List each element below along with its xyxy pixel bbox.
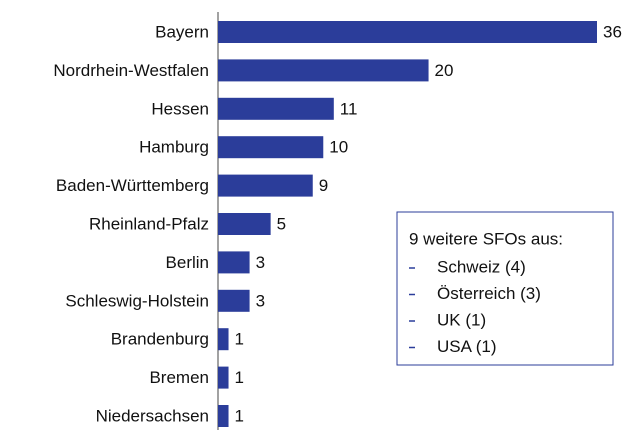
annotation-item: Schweiz (4)	[437, 257, 526, 276]
category-label: Hamburg	[139, 138, 209, 157]
annotation-item: Österreich (3)	[437, 284, 541, 303]
category-label: Bayern	[155, 22, 209, 41]
value-label: 10	[329, 138, 348, 157]
value-label: 3	[256, 253, 265, 272]
value-label: 9	[319, 176, 328, 195]
value-label: 3	[256, 291, 265, 310]
bar	[218, 328, 229, 351]
bar	[218, 174, 313, 197]
category-label: Brandenburg	[111, 330, 209, 349]
category-label: Berlin	[166, 253, 209, 272]
bar	[218, 251, 250, 274]
bar	[218, 366, 229, 389]
value-label: 1	[235, 406, 244, 425]
category-label: Niedersachsen	[96, 406, 209, 425]
bar	[218, 213, 271, 235]
annotation-item: UK (1)	[437, 310, 486, 329]
category-label: Hessen	[151, 99, 209, 118]
annotation-item: USA (1)	[437, 337, 497, 356]
category-label: Nordrhein-Westfalen	[53, 61, 209, 80]
value-label: 1	[235, 368, 244, 387]
bar	[218, 405, 229, 427]
category-label: Bremen	[149, 368, 209, 387]
value-label: 1	[235, 330, 244, 349]
value-label: 11	[340, 99, 358, 118]
bar	[218, 97, 334, 120]
value-label: 20	[435, 61, 454, 80]
bar	[218, 136, 324, 159]
category-label: Baden-Württemberg	[56, 176, 209, 195]
annotation-box	[396, 211, 614, 366]
bar	[218, 59, 429, 82]
bar	[218, 21, 597, 43]
annotation-title: 9 weitere SFOs aus:	[409, 229, 563, 248]
bar	[218, 289, 250, 312]
category-label: Rheinland-Pfalz	[89, 214, 209, 233]
value-label: 5	[277, 214, 286, 233]
value-label: 36	[603, 22, 622, 41]
category-label: Schleswig-Holstein	[65, 291, 209, 310]
